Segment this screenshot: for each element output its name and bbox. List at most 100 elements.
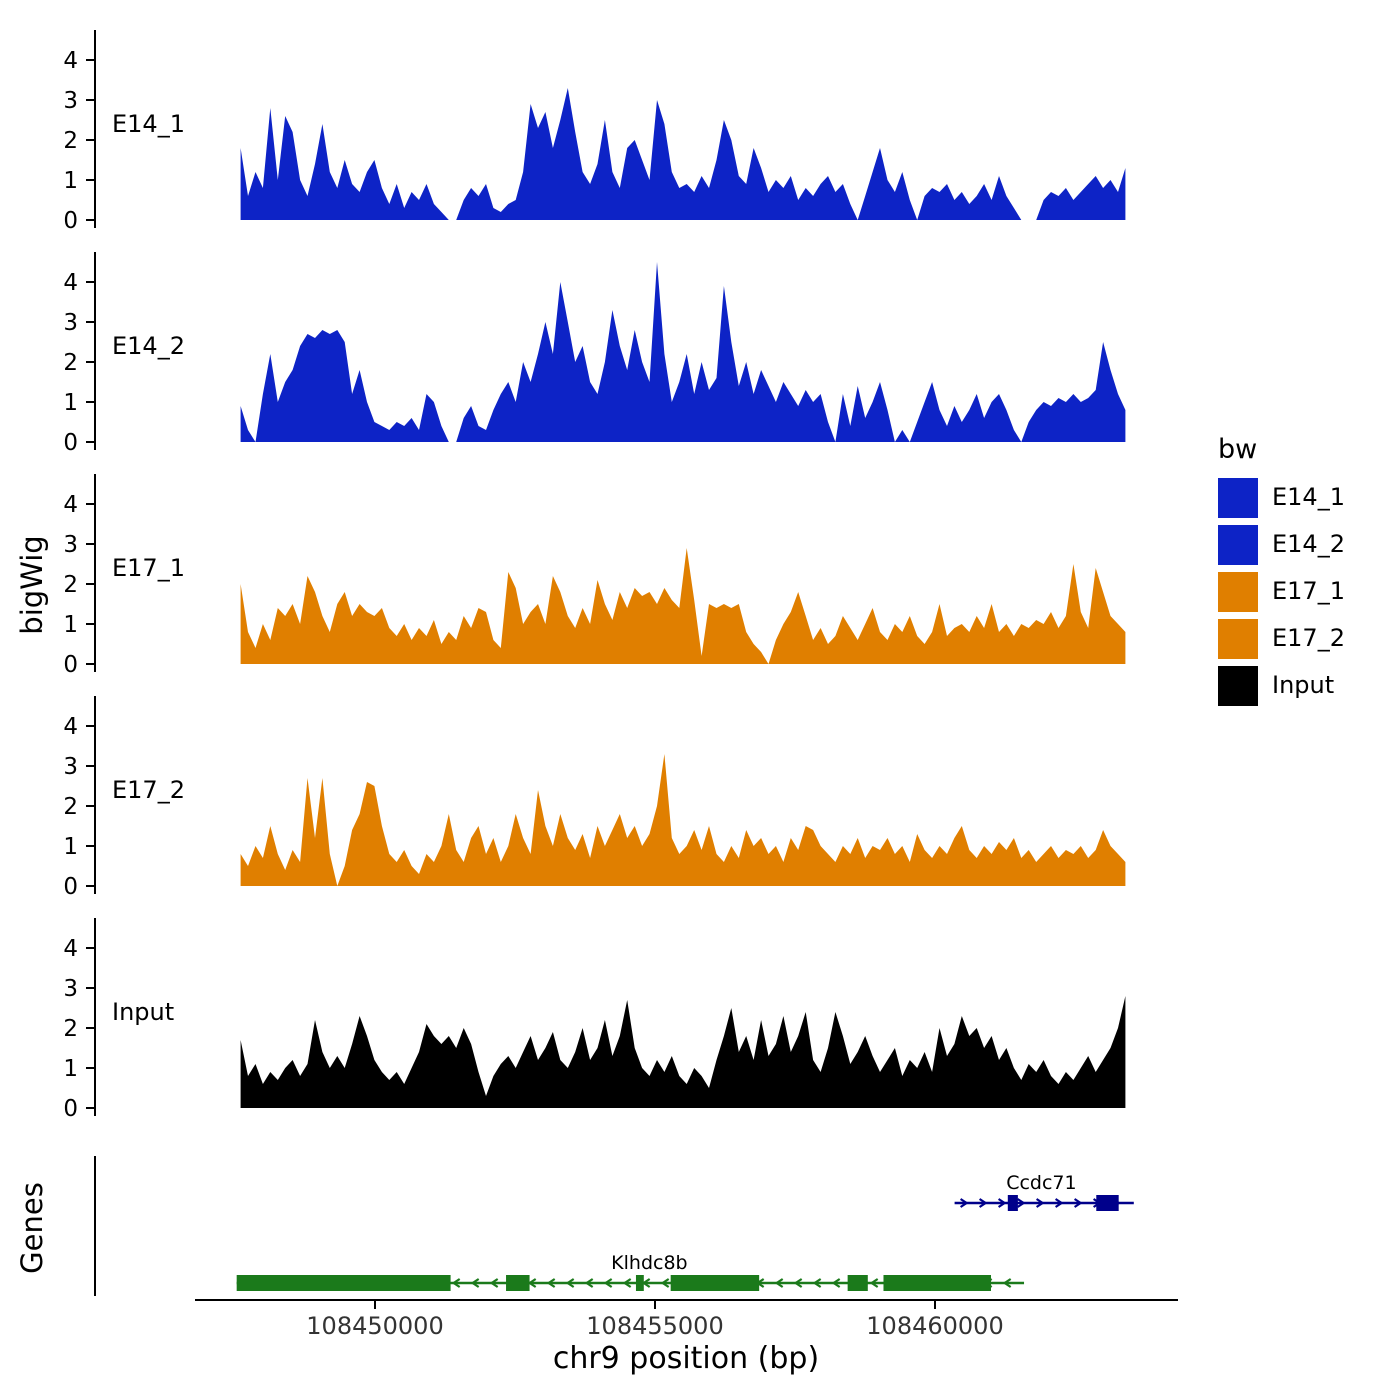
legend-swatch [1218,619,1258,659]
y-tick-label: 1 [63,612,78,638]
track-area-E14_1 [240,88,1126,220]
strand-arrow-icon [978,1198,988,1208]
genes-panel-title: Genes [15,1182,49,1274]
y-tick-label: 4 [63,714,78,740]
y-tick-label: 3 [63,532,78,558]
coverage-tracks: 0 1 2 3 4 E14_1 0 1 2 3 4 E14_2 0 1 2 3 4 E17_1 0 1 2 3 4 E17_2… [63,30,1126,1122]
strand-arrow-icon [470,1278,480,1288]
strand-arrow-icon [527,1278,537,1288]
y-tick-label: 4 [63,48,78,74]
strand-arrow-icon [451,1278,461,1288]
strand-arrow-icon [959,1198,969,1208]
gene-label-Klhdc8b: Klhdc8b [611,1252,687,1274]
legend-item-E17_1: E17_1 [1218,572,1345,612]
y-tick-label: 3 [63,310,78,336]
strand-arrow-icon [869,1278,879,1288]
track-area-Input [240,996,1126,1108]
strand-arrow-icon [584,1278,594,1288]
gene-label-Ccdc71: Ccdc71 [1006,1172,1076,1194]
legend-title: bw [1218,434,1257,465]
track-Input: 0 1 2 3 4 Input [63,918,1126,1122]
strand-arrow-icon [997,1198,1007,1208]
gene-models: Ccdc71 Klhdc8b [94,1156,1134,1296]
legend-item-label: E14_2 [1272,530,1345,558]
track-area-E17_2 [240,754,1126,886]
strand-arrow-icon [1016,1198,1026,1208]
y-tick-label: 2 [63,794,78,820]
track-area-E14_2 [240,262,1126,442]
y-tick-label: 2 [63,1016,78,1042]
strand-arrow-icon [660,1278,670,1288]
gene-exon [236,1275,451,1291]
y-tick-label: 0 [63,430,78,456]
gene-model-Klhdc8b: Klhdc8b [236,1252,1025,1291]
strand-arrow-icon [812,1278,822,1288]
gene-exon [635,1275,644,1291]
track-E17_2: 0 1 2 3 4 E17_2 [63,696,1126,900]
y-tick-label: 4 [63,492,78,518]
track-E14_1: 0 1 2 3 4 E14_1 [63,30,1126,234]
strand-arrow-icon [1035,1198,1045,1208]
y-tick-label: 1 [63,834,78,860]
y-tick-label: 0 [63,874,78,900]
strand-arrow-icon [1073,1198,1083,1208]
y-tick-label: 3 [63,754,78,780]
y-tick-label: 3 [63,88,78,114]
strand-arrow-icon [603,1278,613,1288]
y-axis-title: bigWig [15,535,49,634]
legend-item-Input: Input [1218,666,1334,706]
legend-item-E14_2: E14_2 [1218,525,1345,565]
legend: E14_1 E14_2 E17_1 E17_2 Input [1218,478,1345,706]
x-tick-label: 108460000 [866,1312,1003,1340]
y-tick-label: 2 [63,350,78,376]
y-tick-label: 4 [63,270,78,296]
strand-arrow-icon [1054,1198,1064,1208]
track-label-E17_2: E17_2 [112,776,185,804]
legend-swatch [1218,525,1258,565]
legend-item-E17_2: E17_2 [1218,619,1345,659]
track-area-E17_1 [240,548,1126,664]
y-tick-label: 0 [63,652,78,678]
y-tick-label: 0 [63,208,78,234]
legend-item-label: E17_1 [1272,577,1345,605]
y-tick-label: 1 [63,1056,78,1082]
gene-exon [1096,1195,1119,1211]
gene-exon [883,1275,991,1291]
legend-swatch [1218,478,1258,518]
strand-arrow-icon [622,1278,632,1288]
gene-model-Ccdc71: Ccdc71 [954,1172,1134,1211]
x-tick-label: 108455000 [586,1312,723,1340]
y-tick-label: 1 [63,168,78,194]
y-tick-label: 0 [63,1096,78,1122]
legend-item-label: Input [1272,671,1334,699]
x-axis-ticks: 108450000 108455000 108460000 [306,1300,1004,1340]
x-axis-title: chr9 position (bp) [553,1341,819,1376]
legend-swatch [1218,572,1258,612]
gene-exon [670,1275,760,1291]
track-E17_1: 0 1 2 3 4 E17_1 [63,474,1126,678]
x-tick-label: 108450000 [306,1312,443,1340]
strand-arrow-icon [774,1278,784,1288]
y-tick-label: 4 [63,936,78,962]
track-label-E17_1: E17_1 [112,554,185,582]
track-E14_2: 0 1 2 3 4 E14_2 [63,252,1126,456]
gene-exon [506,1275,530,1291]
legend-swatch [1218,666,1258,706]
strand-arrow-icon [831,1278,841,1288]
strand-arrow-icon [793,1278,803,1288]
track-label-E14_2: E14_2 [112,332,185,360]
strand-arrow-icon [1002,1278,1012,1288]
gene-exon [847,1275,868,1291]
legend-item-E14_1: E14_1 [1218,478,1345,518]
y-tick-label: 2 [63,572,78,598]
strand-arrow-icon [565,1278,575,1288]
legend-item-label: E14_1 [1272,483,1345,511]
y-tick-label: 3 [63,976,78,1002]
gene-exon [1007,1195,1018,1211]
track-label-Input: Input [112,998,174,1026]
strand-arrow-icon [546,1278,556,1288]
y-tick-label: 1 [63,390,78,416]
strand-arrow-icon [489,1278,499,1288]
